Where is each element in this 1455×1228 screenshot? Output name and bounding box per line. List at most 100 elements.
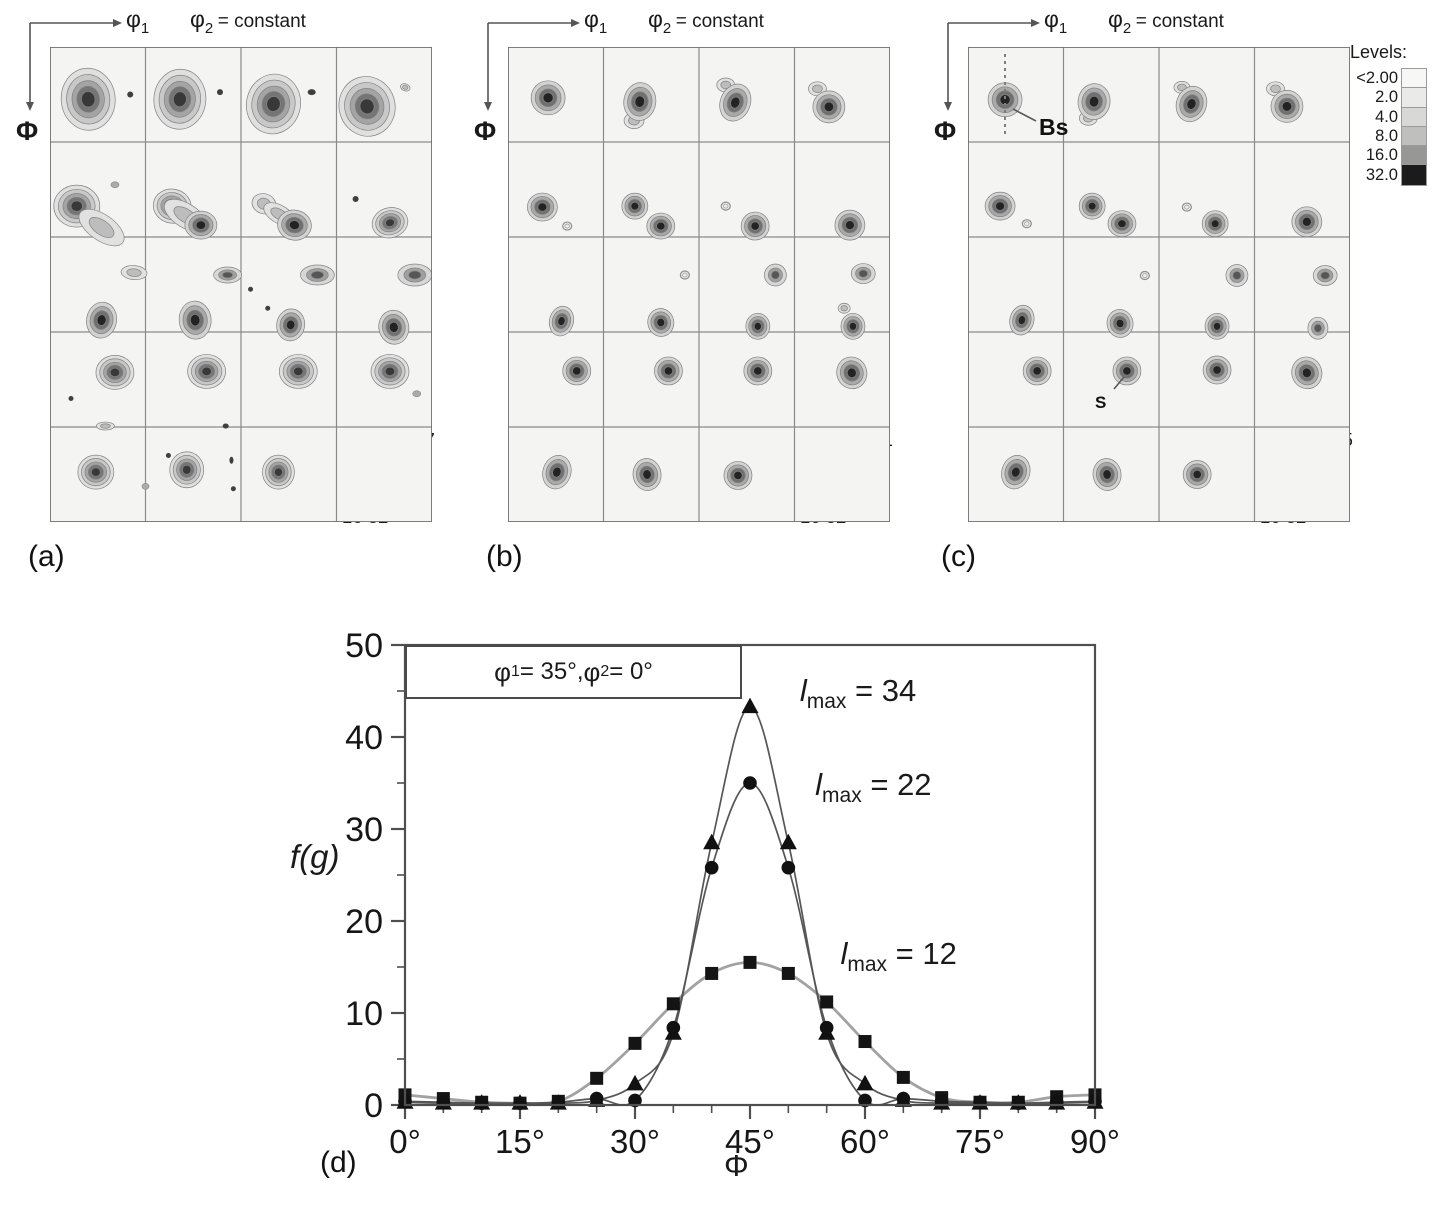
contour-ring [679, 270, 690, 280]
contour-level [126, 268, 142, 277]
contour-ring [720, 201, 731, 211]
series-label-triangle: lmax = 34 [800, 673, 916, 714]
legend-entry: 16.0 [1350, 145, 1455, 167]
contour-blob [1106, 309, 1134, 338]
legend-entry-label: 2.0 [1375, 88, 1398, 107]
marker-square [705, 966, 719, 980]
marker-triangle [741, 697, 759, 714]
contour-blob [178, 300, 212, 340]
contour-ring [682, 272, 688, 278]
contour-blob [542, 455, 572, 490]
contour-blob [265, 305, 271, 311]
plot-area [405, 645, 1095, 1105]
contour-level [730, 96, 741, 109]
contour-blob [86, 301, 118, 339]
contour-ring [1024, 221, 1030, 227]
contour-level [1301, 367, 1312, 378]
contour-blob [850, 263, 876, 284]
legend-title: Levels: [1350, 42, 1408, 62]
contour-blob [245, 73, 301, 135]
contour-level [1301, 216, 1312, 227]
legend-entry: 8.0 [1350, 125, 1455, 148]
contour-level [201, 366, 212, 377]
contour-blob [127, 91, 134, 98]
contour-blob [1225, 264, 1249, 287]
contour-blob [352, 196, 359, 202]
plot-border [403, 643, 1097, 1107]
contour-level [1017, 315, 1026, 325]
contour-blob [836, 356, 868, 390]
x-tick-label: 30° [610, 1123, 660, 1160]
contour-blob [378, 309, 410, 345]
orientation-label: S [1095, 393, 1106, 412]
contour-level [542, 92, 554, 104]
contour-level [1192, 469, 1202, 480]
contour-level [1210, 219, 1220, 228]
speck [110, 181, 120, 189]
contour-blob [1092, 458, 1122, 491]
marker-triangle [703, 833, 721, 850]
contour-level [384, 366, 396, 377]
contour-level [81, 91, 96, 108]
panel-b-phi2-label: φ2 = constant [648, 6, 764, 37]
contour-level [402, 84, 409, 90]
marker-square [820, 995, 834, 1009]
contour-level [1122, 366, 1132, 376]
contour-level [96, 314, 107, 326]
series-label-part: = 12 [887, 935, 957, 971]
legend-entry-label: 32.0 [1365, 165, 1398, 184]
series-label-part: max [847, 953, 888, 977]
contour-blob [60, 67, 116, 131]
contour-blob [562, 356, 592, 386]
legend-rows: <2.00 2.0 4.0 8.0 16.0 32.0 [1350, 67, 1455, 186]
contour-level [656, 221, 666, 231]
panel-b-phi-axis-label: Φ [474, 116, 497, 146]
legend-color-swatch [1401, 87, 1427, 109]
contour-level [753, 322, 762, 331]
contour-level [310, 271, 324, 279]
legend-entry-label: 8.0 [1375, 127, 1398, 146]
chart-d-svg: 0° 15° 30° 45° 60° 75° 90° 0 10 20 30 40 50 [345, 627, 1120, 1160]
marker-square [858, 1035, 872, 1049]
contour-level [222, 271, 234, 279]
contour-blob [412, 390, 422, 398]
speck [229, 456, 234, 464]
contour-blob [1270, 90, 1304, 123]
series-label-part: l [815, 766, 823, 802]
contour-blob [1181, 202, 1192, 212]
contour-blob [647, 308, 675, 337]
marker-triangle [626, 1074, 644, 1091]
contour-blob [278, 354, 318, 389]
series-label-part: = 34 [846, 672, 917, 708]
contour-blob [740, 211, 770, 241]
legend-color-swatch [1401, 145, 1427, 167]
contour-blob [1107, 210, 1137, 238]
legend-color-swatch [1401, 125, 1427, 148]
contour-blob [300, 264, 335, 286]
contour-blob [987, 82, 1023, 118]
marker-circle [781, 860, 796, 875]
contour-blob [153, 68, 207, 130]
marker-square [743, 955, 757, 969]
marker-triangle [779, 833, 797, 850]
contour-blob [719, 83, 752, 122]
contour-blob [743, 356, 773, 386]
contour-ring [1184, 204, 1190, 210]
contour-level [858, 269, 868, 278]
contour-level [1186, 98, 1197, 110]
x-tick-label: 60° [840, 1123, 890, 1160]
contour-blob [120, 265, 148, 281]
contour-blob [276, 308, 306, 342]
legend-entry: <2.00 [1350, 67, 1455, 90]
legend-entry: 32.0 [1350, 164, 1455, 186]
contour-blob [397, 263, 432, 287]
contour-level [408, 270, 422, 280]
contour-blob [562, 221, 573, 231]
contour-blob [77, 454, 115, 490]
marker-circle [1011, 1096, 1026, 1110]
panel-c-phi2-label: φ2 = constant [1108, 6, 1224, 37]
panel-a-phi1-label: φ1 [126, 6, 150, 37]
speck [141, 483, 150, 490]
